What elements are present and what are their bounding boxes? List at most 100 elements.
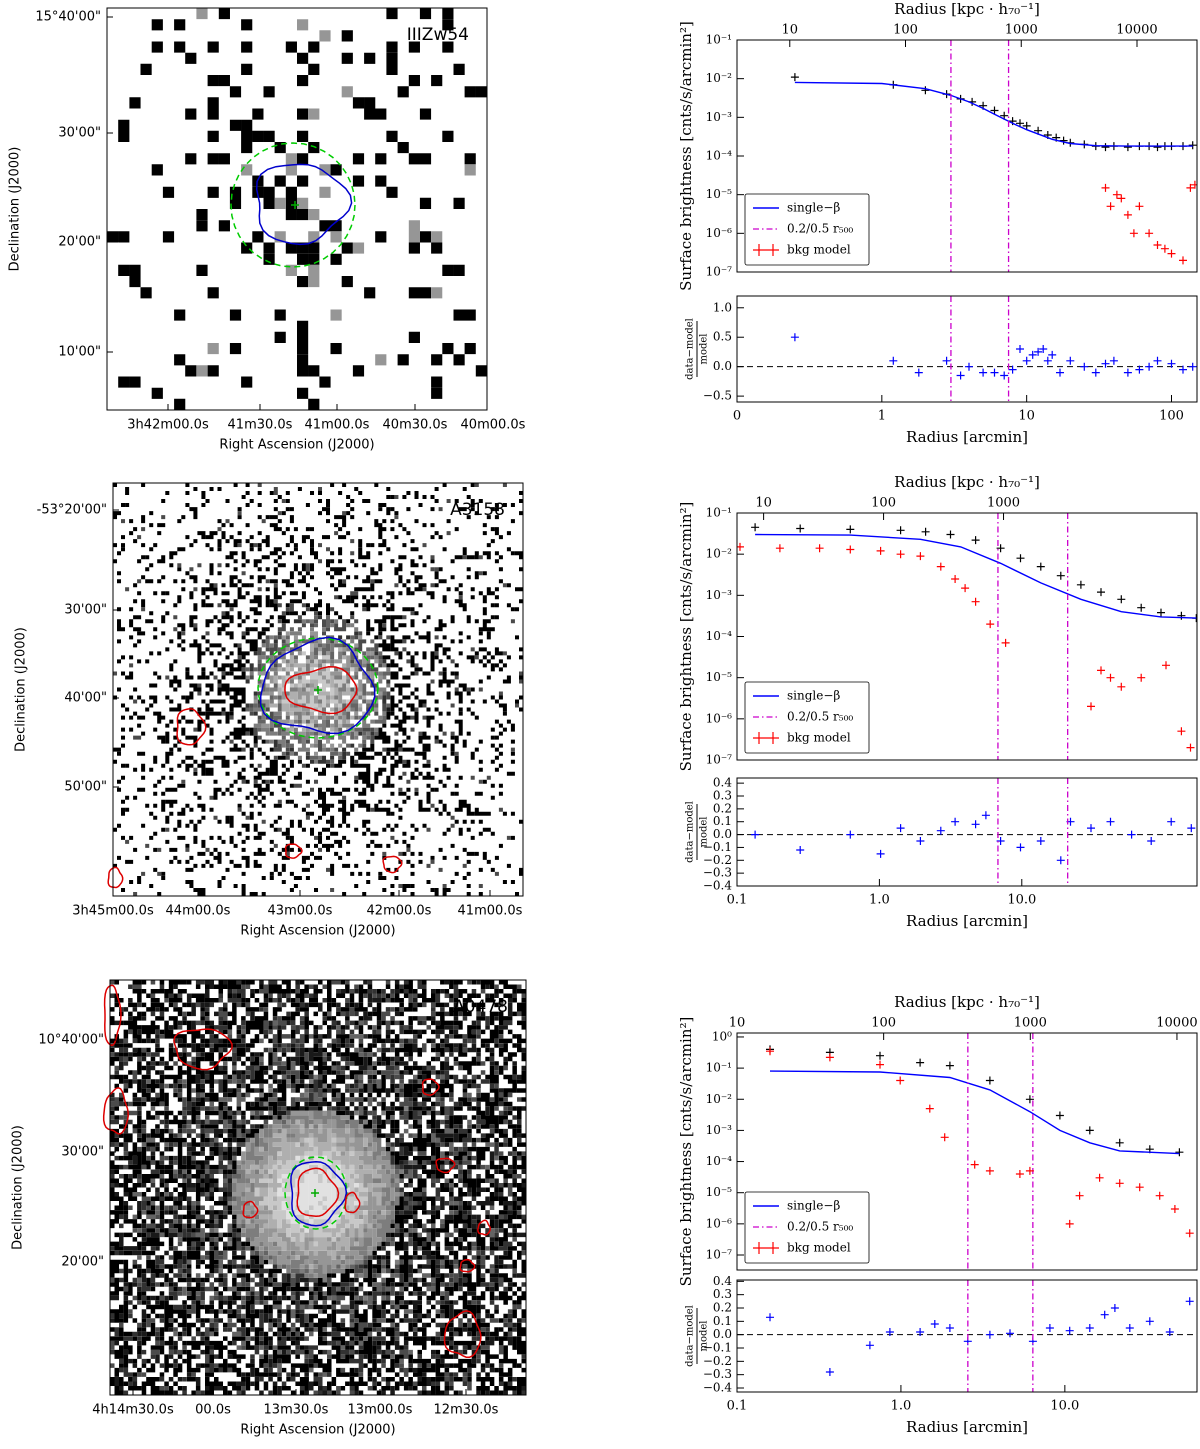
y-axis-label: Declination (J2000)	[8, 147, 23, 272]
x2-tick-label: 1000	[1014, 1016, 1047, 1031]
data-point	[1188, 141, 1197, 150]
sky-image: A3158 3h45m00.0s 44m00.0s 43m00.0s 42m00.0s 4…	[14, 482, 524, 939]
data-point	[796, 846, 805, 854]
data-point	[921, 527, 930, 536]
image-pixels	[110, 980, 527, 1396]
x-tick-label: 42m00.0s	[367, 904, 432, 919]
data-point	[1056, 368, 1064, 377]
x2-tick-label: 10	[755, 496, 772, 511]
data-point	[1025, 1166, 1034, 1175]
data-point	[1097, 666, 1105, 675]
data-point	[945, 1324, 954, 1332]
profile-panel: 10⁻⁷ 10⁻⁶ 10⁻⁵ 10⁻⁴ 10⁻³ 10⁻² 10⁻¹ 10 100 1000 Rad…	[677, 473, 1198, 771]
image-title: IIIZw54	[407, 25, 469, 45]
y-tick-label: 10⁻⁷	[706, 1248, 733, 1262]
y-tick-label: 10⁻²	[706, 71, 733, 85]
x-tick-label: 3h45m00.0s	[72, 904, 154, 919]
data-point	[1085, 1324, 1094, 1332]
y-tick-label: 0.5	[713, 330, 732, 344]
data-point	[1039, 345, 1048, 353]
data-point	[1117, 194, 1126, 203]
contour	[102, 1087, 129, 1135]
data-point	[1145, 229, 1154, 238]
data-point	[1186, 183, 1195, 192]
data-point	[1016, 554, 1025, 563]
data-point	[775, 544, 784, 553]
x-tick-label: 13m00.0s	[348, 1403, 413, 1418]
data-point	[1085, 1126, 1094, 1135]
data-point	[1055, 1111, 1064, 1120]
contour	[284, 1156, 348, 1230]
data-point	[1076, 580, 1085, 589]
y-tick-label: 10⁻²	[706, 1092, 733, 1106]
y-tick-label: 10⁻⁵	[706, 187, 733, 201]
data-point	[914, 368, 923, 377]
y-tick-label: 1.0	[713, 300, 732, 314]
sky-image: IIIZw54 3h42m00.0s 41m30.0s 41m00.0s 40m30.0…	[8, 7, 526, 453]
contour	[107, 866, 124, 889]
x-tick-label: 0	[733, 409, 741, 424]
legend-label: 0.2/0.5 r₅₀₀	[787, 222, 853, 236]
legend-label: 0.2/0.5 r₅₀₀	[787, 1220, 853, 1234]
data-point	[1016, 843, 1025, 852]
model-line	[755, 533, 1197, 619]
y-tick-label: −0.4	[703, 879, 733, 893]
data-point	[1153, 241, 1162, 249]
data-point	[990, 368, 999, 377]
data-point	[1153, 356, 1162, 365]
x-tick-label: 10.0	[1007, 893, 1036, 908]
y-tick-label: 0.0	[713, 1327, 732, 1341]
data-point	[1065, 1326, 1074, 1335]
y-tick-label: −0.2	[703, 1354, 732, 1368]
data-point	[1075, 1191, 1084, 1200]
frame	[736, 1279, 1198, 1393]
x-tick-label: 43m00.0s	[268, 904, 333, 919]
data-point	[1015, 1170, 1024, 1178]
y-axis-label: Declination (J2000)	[11, 1125, 26, 1250]
data-point	[1106, 817, 1115, 826]
data-point	[1135, 202, 1144, 211]
image-pixels	[113, 483, 524, 897]
y-tick-label: 10⁻¹	[706, 1061, 732, 1075]
data-point	[1137, 603, 1146, 612]
legend-swatch	[753, 244, 779, 256]
y-tick-label: 10⁻²	[706, 547, 733, 561]
data-point	[945, 1061, 954, 1070]
data-point	[825, 1053, 834, 1062]
data-point	[1087, 702, 1095, 711]
legend-box	[744, 193, 870, 266]
residual-panel: −0.4−0.3−0.2−0.10.00.10.20.30.40.1 1.0 10.…	[685, 1274, 1198, 1436]
data-point	[916, 1328, 925, 1336]
contour	[443, 1310, 482, 1358]
y-tick-label: 10⁻⁵	[706, 670, 733, 684]
data-point	[996, 544, 1005, 553]
data-point	[1115, 1138, 1124, 1147]
data-point	[1129, 229, 1138, 238]
data-point	[985, 1166, 994, 1175]
data-point	[1008, 365, 1017, 374]
y-tick-label: −0.1	[703, 840, 732, 854]
data-point	[790, 73, 799, 82]
y-tick-label: 0.4	[713, 776, 732, 790]
data-point	[1097, 588, 1105, 597]
contour	[255, 163, 353, 246]
data-point	[876, 1060, 884, 1069]
data-point	[896, 1076, 905, 1085]
contour	[382, 855, 403, 874]
data-point	[1160, 244, 1169, 253]
x2-tick-label: 1000	[1005, 23, 1038, 38]
y-tick-label: 10'00"	[58, 345, 101, 360]
data-point	[1001, 638, 1010, 647]
data-point	[1000, 371, 1009, 380]
data-point	[885, 1328, 894, 1336]
data-point	[1045, 1324, 1054, 1332]
data-point	[1016, 345, 1024, 353]
data-point	[1115, 1179, 1124, 1188]
image-title: A3158	[450, 500, 505, 520]
data-point	[965, 362, 973, 371]
data-point	[1022, 121, 1031, 130]
y-tick-label: 0.4	[713, 1274, 732, 1288]
contour	[477, 1219, 491, 1236]
